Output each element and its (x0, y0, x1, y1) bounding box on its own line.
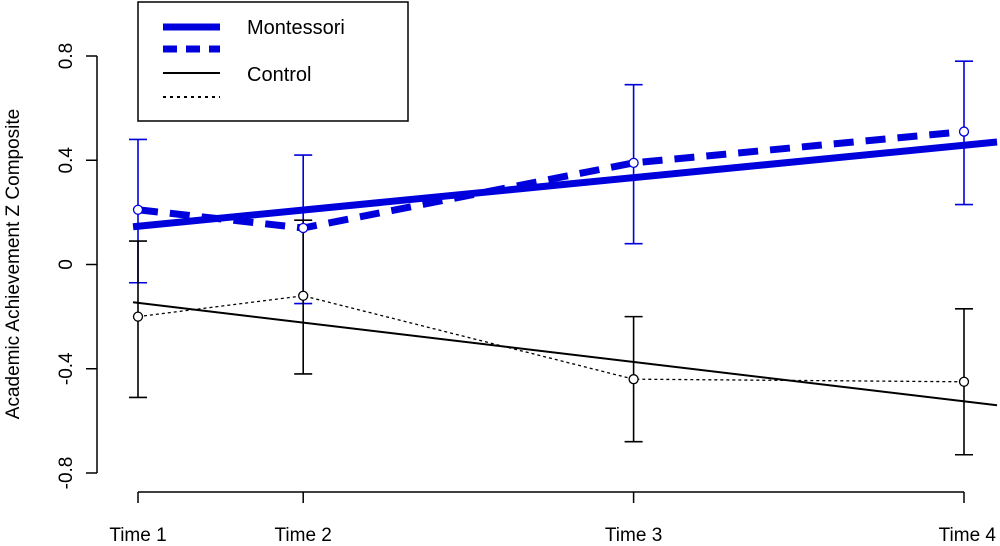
observed-line-control (137, 295, 965, 383)
fit-line-control (132, 301, 998, 407)
observed-line-montessori (137, 128, 965, 232)
legend: Montessori Control (137, 1, 409, 122)
y-tick-label-2: 0 (56, 259, 77, 270)
legend-label-control: Control (247, 64, 311, 86)
x-tick-label-2: Time 3 (605, 525, 662, 546)
fit-line-montessori (132, 138, 998, 231)
observed-lines (137, 128, 965, 383)
point-montessori-1 (132, 204, 144, 215)
point-control-2 (298, 290, 309, 301)
y-tick-label-4: 0.8 (56, 43, 77, 69)
point-control-4 (958, 376, 970, 387)
point-montessori-4 (958, 126, 970, 137)
point-montessori-3 (628, 157, 639, 169)
x-tick-label-1: Time 2 (275, 525, 332, 546)
x-tick-label-0: Time 1 (109, 525, 166, 546)
y-tick-label-1: -0.4 (56, 352, 77, 385)
data-points (132, 126, 970, 387)
axes: -0.8 -0.4 0 0.4 0.8 Time 1 Time 2 Time 3 Time 4 (56, 43, 996, 546)
y-axis-label: Academic Achievement Z Composite (3, 109, 24, 419)
point-control-1 (132, 311, 144, 322)
fit-lines (132, 138, 998, 407)
legend-box (137, 1, 409, 122)
point-montessori-2 (298, 222, 309, 234)
legend-label-montessori: Montessori (247, 17, 345, 39)
y-tick-label-0: -0.8 (56, 457, 77, 490)
y-tick-label-3: 0.4 (56, 147, 77, 174)
point-control-3 (628, 374, 639, 385)
x-tick-label-3: Time 4 (939, 525, 997, 546)
